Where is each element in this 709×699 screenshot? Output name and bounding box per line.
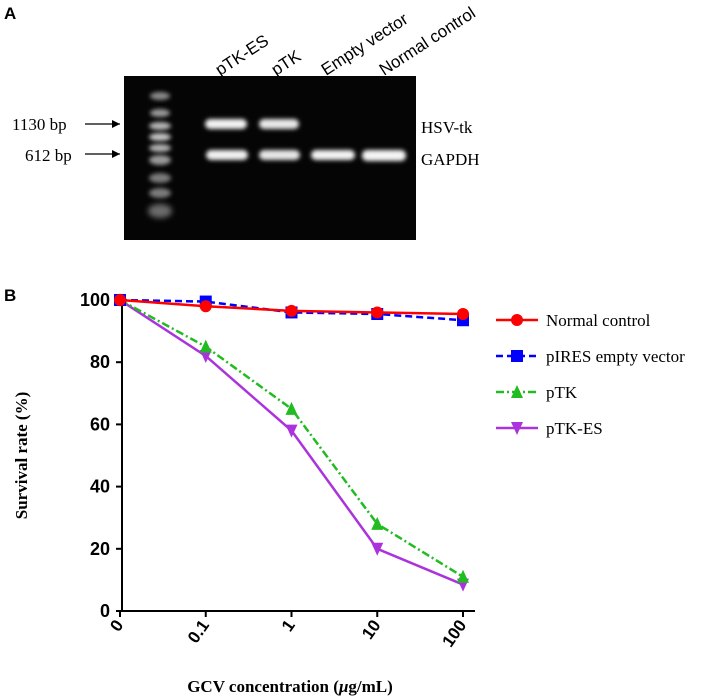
series-line-ptk <box>119 298 464 578</box>
legend-marker-icon <box>511 350 523 362</box>
chart-axes <box>121 297 475 612</box>
data-point-normal-control <box>199 300 212 313</box>
x-tick-label: 1 <box>278 616 299 635</box>
lane-label-ptk: pTK <box>268 46 305 79</box>
legend-label: pTK-ES <box>546 419 603 438</box>
legend-marker-icon <box>511 314 523 326</box>
y-tick-label: 0 <box>100 601 110 621</box>
data-point-ptk <box>285 401 298 415</box>
data-point-normal-control <box>457 307 469 320</box>
x-axis-title: GCV concentration (μg/mL) <box>187 677 393 696</box>
x-tick-label: 0 <box>106 616 127 635</box>
band-name-gapdh: GAPDH <box>421 150 480 169</box>
band-gapdh-lane-1 <box>206 150 248 160</box>
y-tick-label: 20 <box>90 539 110 559</box>
arrowhead-612-icon <box>112 150 120 158</box>
y-axis-title: Survival rate (%) <box>12 392 31 519</box>
dna-ladder <box>148 92 172 218</box>
band-hsv-tk-lane-2 <box>259 119 299 129</box>
x-tick-label: 10 <box>358 616 384 642</box>
panel-label-b: B <box>4 286 17 305</box>
y-tick-label: 100 <box>80 290 110 310</box>
series-line-ptk-es <box>119 298 464 586</box>
series-ptk-es <box>114 294 469 592</box>
legend-item-ptk-es: pTK-ES <box>496 419 603 438</box>
x-tick-label: 0.1 <box>184 616 213 646</box>
data-point-normal-control <box>114 294 126 306</box>
size-marker-1130: 1130 bp <box>12 115 67 134</box>
x-ticks: 0 0.1 1 10 100 <box>106 611 470 651</box>
legend-marker-icon <box>511 422 523 435</box>
data-point-ptk <box>199 339 212 353</box>
band-gapdh-lane-3 <box>311 150 355 160</box>
legend-item-normal-control: Normal control <box>496 311 651 330</box>
band-gapdh-lane-2 <box>259 150 300 160</box>
lane-label-ptk-es: pTK-ES <box>212 31 272 79</box>
panel-label-a: A <box>4 4 17 23</box>
y-ticks: 0 20 40 60 80 100 <box>80 290 122 621</box>
series-line-pires-empty-vector <box>119 298 464 322</box>
chart-legend: Normal control pIRES empty vector pTK pTK-E… <box>496 311 685 438</box>
band-hsv-tk-lane-1 <box>205 119 247 129</box>
legend-item-pires-empty-vector: pIRES empty vector <box>496 347 685 366</box>
x-axis-title-suffix: g/mL) <box>348 677 392 696</box>
data-point-ptk-es <box>371 542 384 556</box>
data-point-ptk-es <box>199 349 212 363</box>
legend-item-ptk: pTK <box>496 383 578 402</box>
y-tick-label: 80 <box>90 352 110 372</box>
data-point-ptk <box>371 516 384 530</box>
gel-figure: pTK-ES pTK Empty vector Normal control 1… <box>12 3 480 240</box>
x-tick-label: 100 <box>438 616 470 650</box>
survival-chart: 0 20 40 60 80 100 0 0.1 1 10 100 Survival rate (%… <box>12 290 685 696</box>
x-axis-title-unit-mu: μ <box>338 677 348 696</box>
series-layer <box>114 293 469 592</box>
series-normal-control <box>114 294 469 320</box>
legend-label: pIRES empty vector <box>546 347 685 366</box>
data-point-normal-control <box>285 304 298 317</box>
band-name-hsv-tk: HSV-tk <box>421 118 473 137</box>
legend-label: pTK <box>546 383 578 402</box>
x-axis-title-prefix: GCV concentration ( <box>187 677 339 696</box>
arrowhead-1130-icon <box>112 120 120 128</box>
band-gapdh-lane-4 <box>362 150 406 161</box>
legend-label: Normal control <box>546 311 651 330</box>
size-marker-612: 612 bp <box>25 146 72 165</box>
y-tick-label: 60 <box>90 414 110 434</box>
y-tick-label: 40 <box>90 477 110 497</box>
data-point-ptk <box>457 569 469 583</box>
legend-marker-icon <box>511 385 523 398</box>
data-point-normal-control <box>371 306 384 319</box>
series-ptk <box>114 293 469 583</box>
data-point-ptk-es <box>285 424 298 438</box>
